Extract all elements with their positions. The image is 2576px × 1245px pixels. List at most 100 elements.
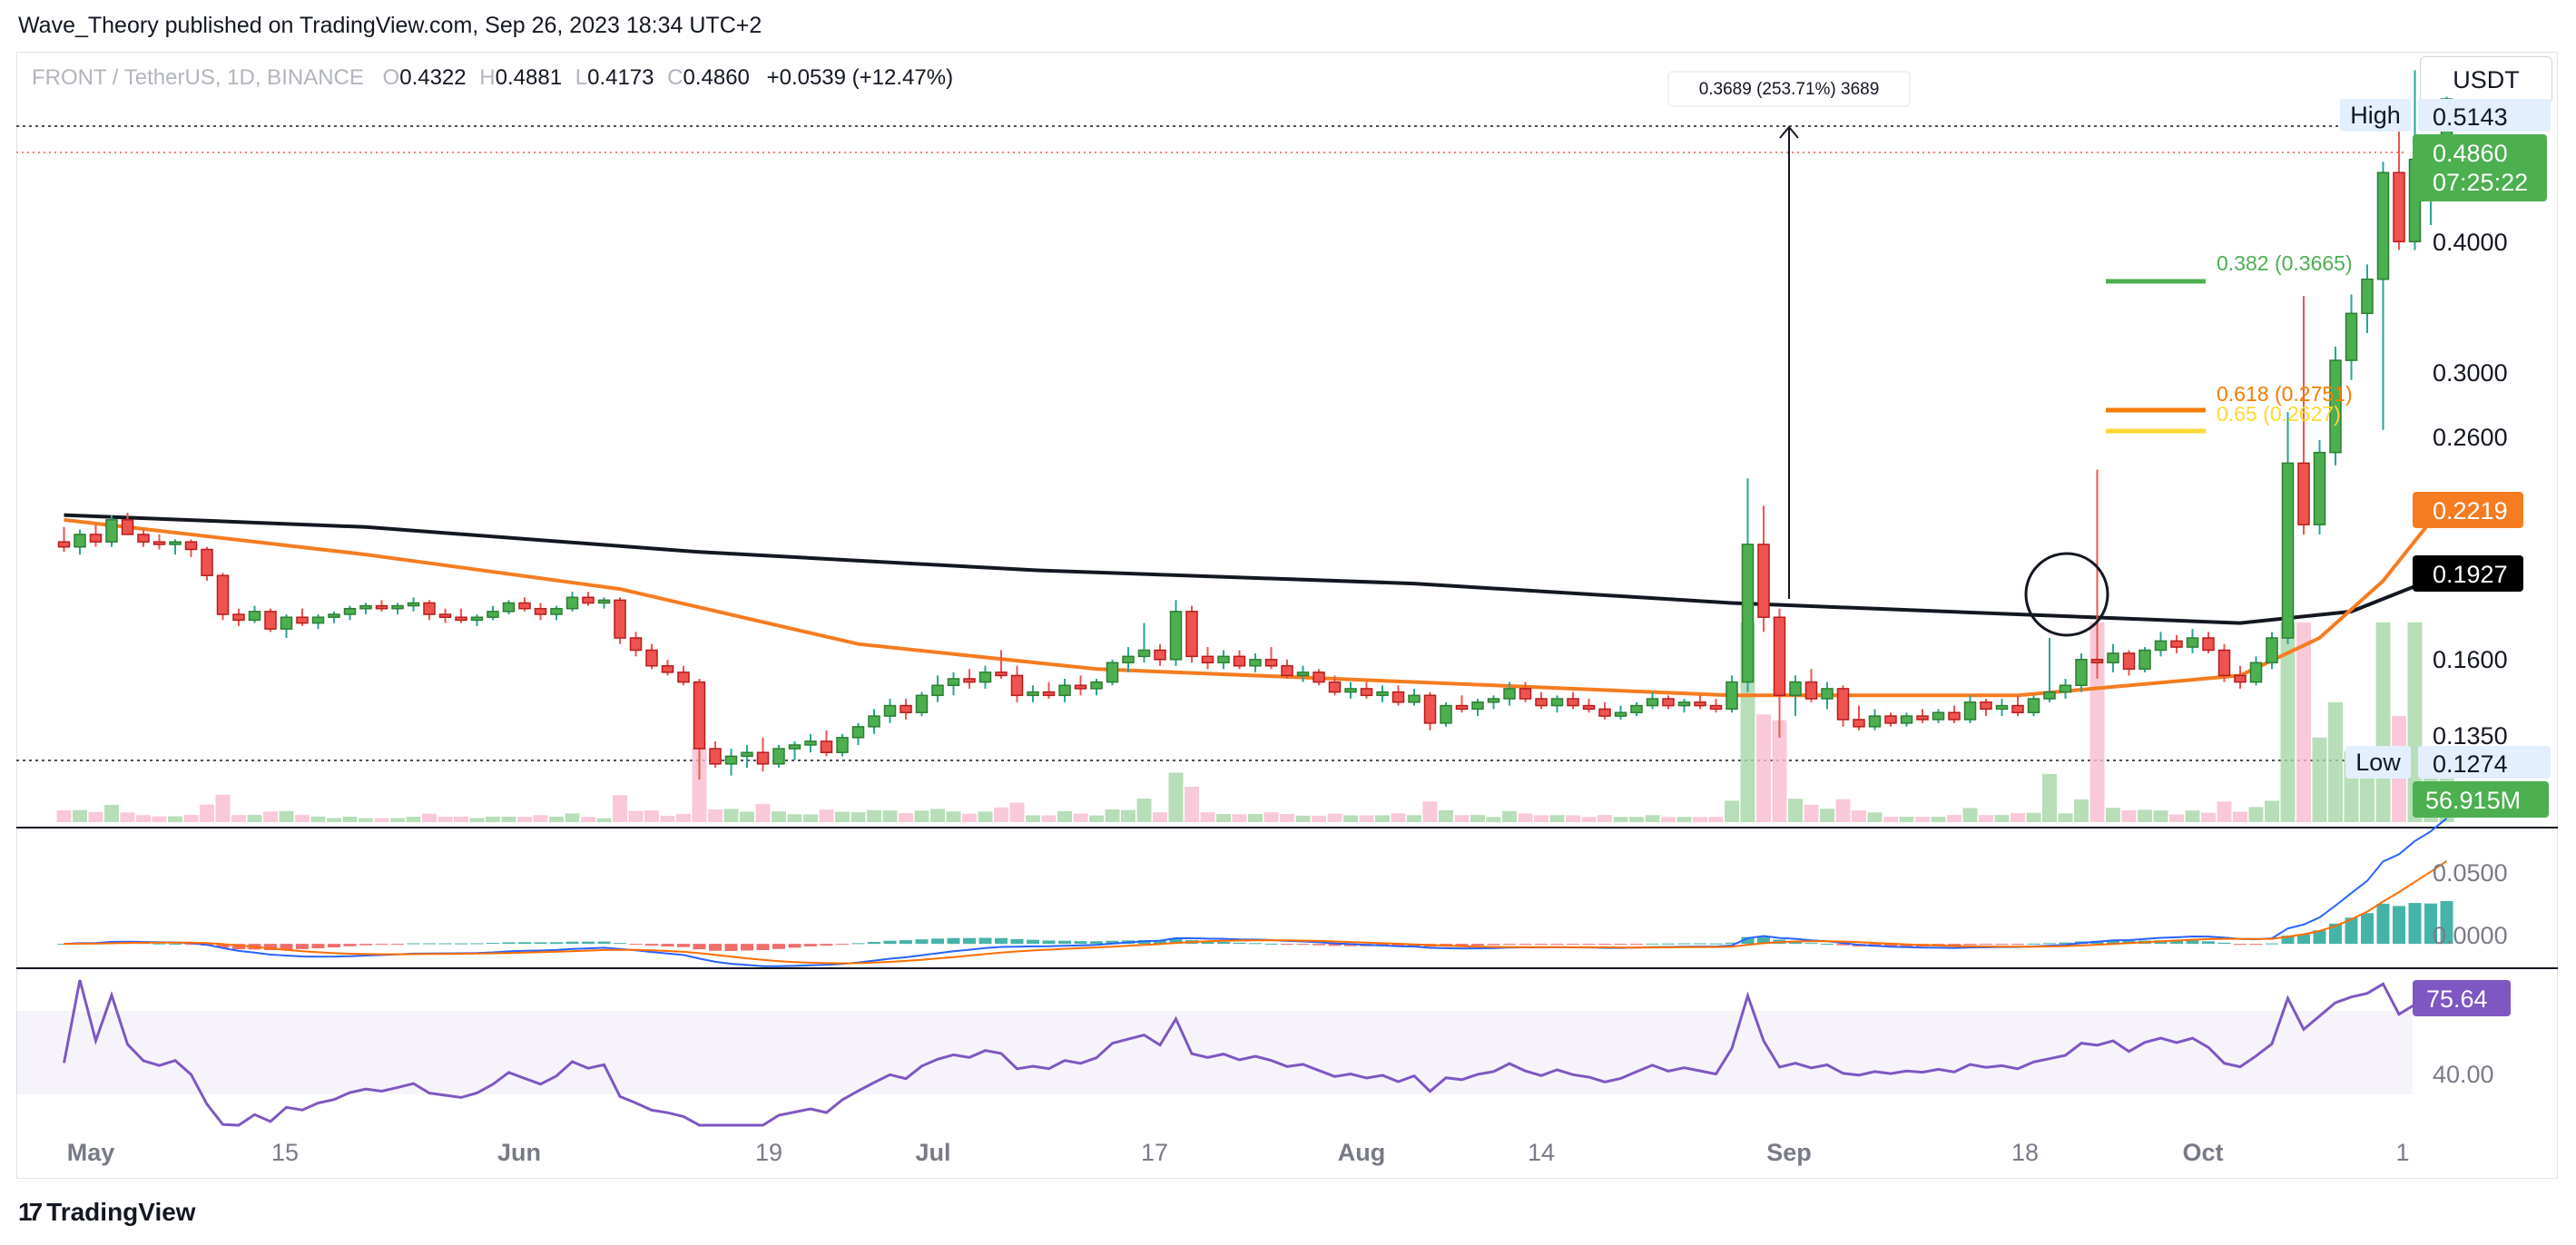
macd-histogram-bar — [724, 944, 738, 952]
candle-body — [232, 613, 245, 622]
candle-body — [1995, 704, 2009, 711]
candle-body — [2043, 691, 2056, 700]
candle-body — [1137, 649, 1151, 658]
macd-histogram-bar — [868, 941, 880, 945]
candle-body — [1391, 691, 1405, 703]
volume-bar — [1947, 815, 1961, 822]
volume-bar — [1962, 808, 1978, 822]
macd-histogram-bar — [1391, 944, 1405, 946]
macd-histogram-bar — [296, 944, 309, 949]
ema-long-value: 0.1927 — [2433, 561, 2508, 588]
measure-tool[interactable]: 0.3689 (253.71%) 3689 — [1667, 71, 1911, 599]
volume-bar — [708, 809, 723, 822]
price-tick-0135: 0.1350 — [2433, 722, 2508, 750]
candle-body — [1487, 698, 1500, 703]
macd-histogram-bar — [375, 944, 388, 946]
macd-histogram-bar — [1264, 943, 1278, 945]
candle-body — [2217, 649, 2231, 677]
candle-body — [1010, 674, 1024, 697]
candle-body — [931, 684, 944, 697]
circle-annotation[interactable] — [2024, 552, 2109, 637]
volume-bar — [1168, 772, 1184, 822]
candle-body — [1709, 704, 1723, 711]
time-tick-18: 18 — [2011, 1139, 2039, 1166]
macd-histogram-bar — [534, 942, 547, 945]
candle-body — [2249, 662, 2263, 683]
macd-histogram-bar — [1662, 943, 1675, 945]
rsi-tick-40: 40.00 — [2433, 1061, 2494, 1088]
volume-bar — [1676, 817, 1692, 822]
volume-bar — [1089, 815, 1104, 822]
macd-histogram-bar — [963, 937, 976, 945]
candle-body — [216, 574, 230, 615]
macd-histogram-bar — [629, 944, 643, 946]
macd-histogram-bar — [1074, 941, 1087, 945]
volume-bar — [1994, 815, 2010, 822]
candle-body — [978, 672, 992, 683]
candle-body — [947, 678, 960, 687]
volume-bar — [2121, 809, 2137, 822]
volume-bar — [1136, 799, 1152, 822]
candle-body — [2313, 451, 2326, 525]
volume-bar — [1248, 814, 1263, 822]
footer-brand[interactable]: 17 TradingView — [18, 1198, 196, 1227]
candle-body — [2297, 462, 2310, 525]
candle-body — [57, 541, 71, 548]
candle-body — [614, 599, 626, 639]
volume-bar — [120, 812, 135, 822]
footer-brand-label: TradingView — [46, 1198, 196, 1226]
volume-bar — [994, 807, 1008, 822]
macd-histogram-bar — [597, 941, 611, 945]
volume-bar — [2042, 773, 2057, 822]
macd-histogram-bar — [1995, 944, 2009, 946]
volume-bar — [1375, 815, 1390, 822]
volume-bar — [596, 818, 612, 822]
macd-histogram-bar — [1503, 944, 1516, 946]
price-tick-0260: 0.2600 — [2433, 424, 2508, 451]
macd-histogram-bar — [709, 944, 722, 951]
volume-bar — [1835, 799, 1851, 822]
volume-bar — [183, 815, 199, 822]
volume-bar — [2296, 622, 2311, 822]
volume-bar — [1359, 815, 1374, 822]
candle-body — [296, 616, 309, 624]
currency-button[interactable]: USDT — [2420, 56, 2552, 103]
candle-body — [2266, 637, 2278, 664]
time-axis[interactable]: May 15 Jun 19 Jul 17 Aug 14 Sep 18 Oct 1 — [67, 1139, 2410, 1166]
volume-bar — [1772, 720, 1787, 822]
candle-body — [741, 751, 753, 758]
macd-histogram-bar — [359, 944, 372, 946]
time-tick-may: May — [67, 1139, 115, 1166]
macd-histogram-bar — [565, 941, 579, 945]
candle-body — [1836, 688, 1850, 721]
macd-histogram-bar — [2059, 942, 2072, 945]
high-value: 0.5143 — [2433, 103, 2508, 131]
candle-body — [1058, 684, 1071, 697]
time-tick-aug: Aug — [1338, 1139, 1385, 1166]
macd-histogram-bar — [2186, 940, 2199, 945]
candle-body — [137, 534, 150, 543]
candle-body — [311, 616, 325, 624]
candle-body — [502, 602, 516, 613]
high-tag-label: High — [2350, 102, 2401, 129]
volume-bar — [374, 818, 389, 822]
volume-bar — [1613, 817, 1628, 822]
volume-bar — [2106, 808, 2120, 822]
candle-body — [1630, 704, 1643, 713]
rsi-indicator — [63, 979, 2448, 1127]
candle-body — [1233, 655, 1246, 667]
macd-histogram-bar — [2281, 936, 2295, 945]
candle-body — [1281, 665, 1293, 677]
candle-body — [788, 744, 801, 750]
volume-bar — [1295, 815, 1311, 822]
volume-bar — [1502, 810, 1517, 822]
macd-histogram-bar — [741, 944, 753, 951]
price-axis[interactable]: High 0.5143 0.4860 07:25:22 0.4000 0.300… — [2340, 99, 2551, 1088]
macd-histogram-bar — [1821, 944, 1834, 946]
fib-levels[interactable]: 0.382 (0.3665) 0.618 (0.2751) 0.65 (0.26… — [2106, 251, 2353, 434]
volume-bar — [1041, 815, 1057, 822]
volume-bar — [1566, 815, 1580, 822]
volume-bar — [438, 816, 453, 822]
candle-body — [2202, 637, 2215, 652]
